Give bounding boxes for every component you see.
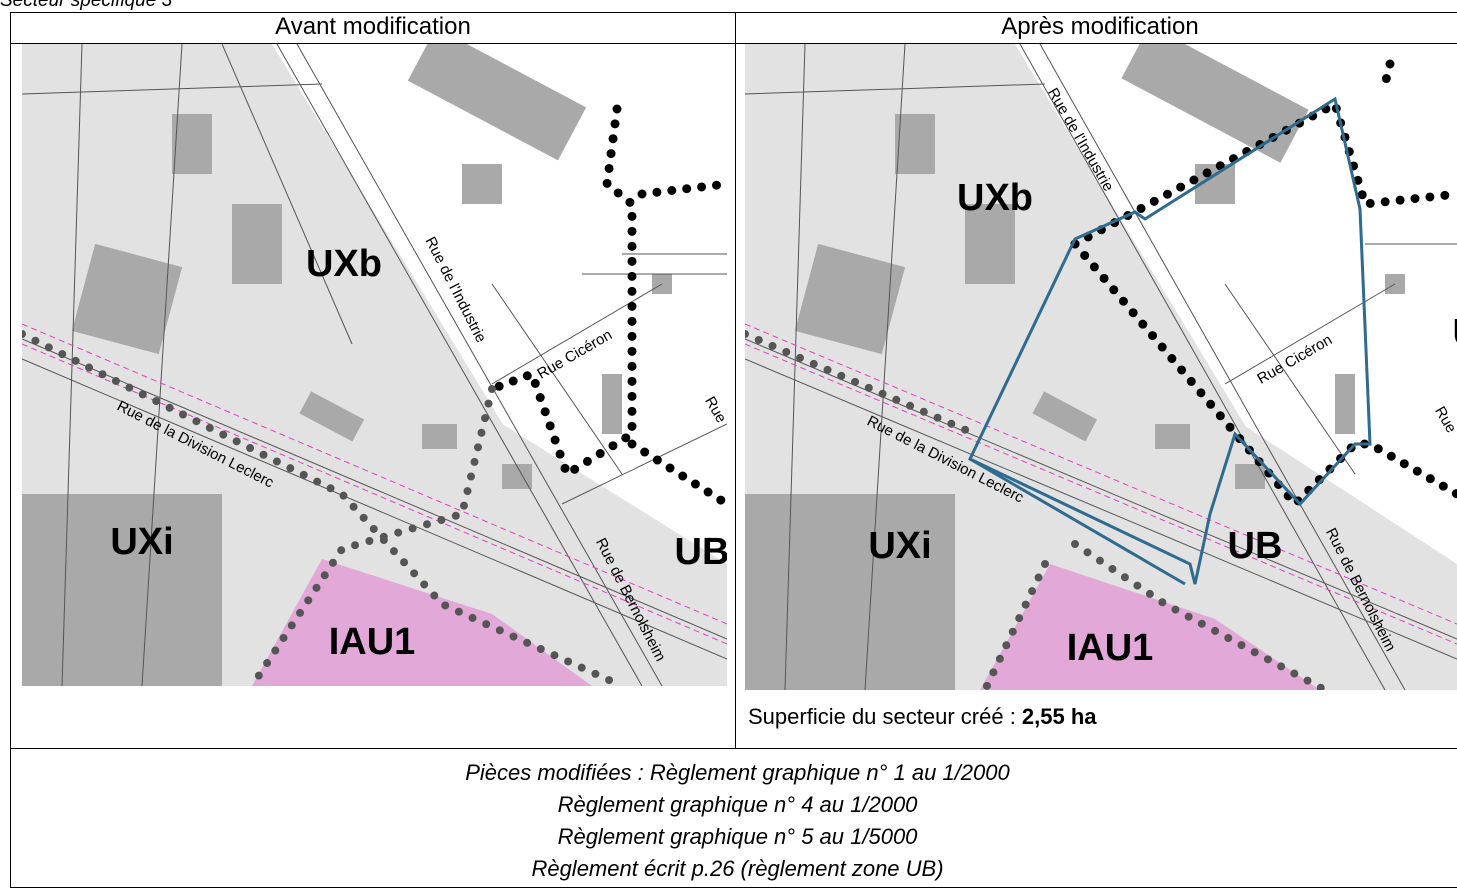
footer: Pièces modifiées : Règlement graphique n… bbox=[10, 748, 1457, 888]
map-label: UB bbox=[675, 531, 727, 573]
map-label: IAU1 bbox=[1067, 627, 1154, 669]
header-after: Après modification bbox=[1001, 13, 1199, 40]
map-label: UXi bbox=[868, 525, 931, 567]
footer-line: Règlement graphique n° 5 au 1/5000 bbox=[557, 824, 918, 849]
map-label: UB bbox=[1228, 525, 1283, 567]
rule bbox=[10, 43, 736, 44]
map-label: UB bbox=[1453, 312, 1457, 354]
map-label: IAU1 bbox=[329, 621, 416, 663]
map-after: UXb UXi UB IAU1 Rue de l'Industrie Rue C… bbox=[745, 44, 1457, 690]
map-label: UXb bbox=[306, 243, 382, 285]
map-label: UXb bbox=[957, 177, 1033, 219]
footer-line: Règlement écrit p.26 (règlement zone UB) bbox=[531, 856, 944, 881]
footer-line: Pièces modifiées : Règlement graphique n… bbox=[465, 760, 1010, 785]
caption: Secteur spécifique 3 bbox=[0, 0, 173, 11]
area-value: 2,55 ha bbox=[1021, 704, 1097, 729]
rule bbox=[735, 43, 1457, 44]
header-before: Avant modification bbox=[275, 13, 471, 40]
map-label: UXi bbox=[110, 521, 173, 563]
footer-line: Règlement graphique n° 4 au 1/2000 bbox=[557, 792, 918, 817]
area-label: Superficie du secteur créé : bbox=[748, 704, 1022, 729]
area-text: Superficie du secteur créé : 2,55 ha bbox=[748, 704, 1097, 730]
map-before: UXb UXi UB IAU1 Rue de l'Industrie Rue C… bbox=[22, 44, 727, 686]
